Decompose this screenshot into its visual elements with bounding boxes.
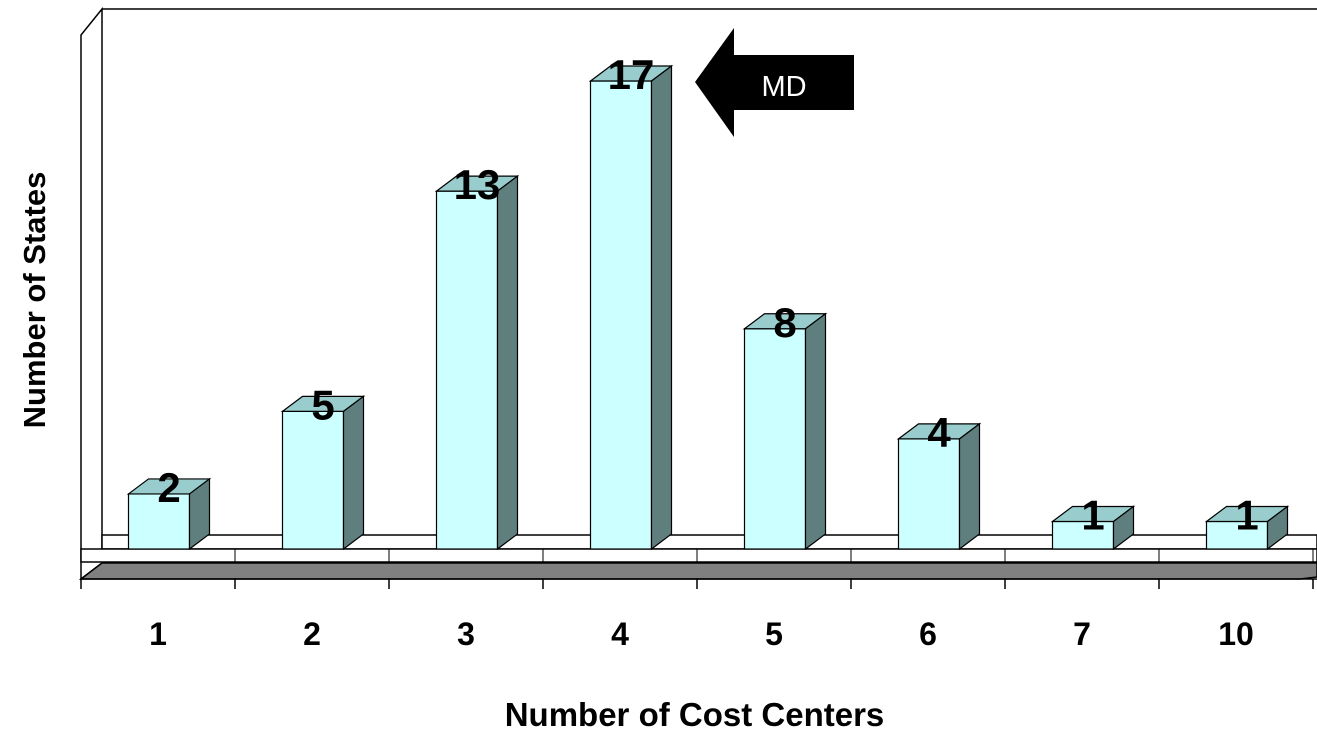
data-label: 17: [608, 51, 655, 98]
bar-side: [958, 422, 981, 551]
bar-front: [743, 328, 807, 550]
bar-1: [126, 477, 212, 551]
bar-front: [1205, 520, 1269, 550]
x-axis-label: Number of Cost Centers: [504, 696, 885, 733]
bar-side: [650, 64, 673, 551]
data-label: 1: [1235, 491, 1258, 538]
floor-base: [78, 562, 1317, 580]
category-label: 10: [1218, 616, 1254, 652]
data-label: 13: [454, 161, 501, 208]
bar-front: [589, 80, 653, 550]
bar-side: [188, 477, 211, 551]
data-label: 4: [927, 409, 951, 456]
md-arrow-annotation: MD: [695, 28, 854, 137]
bar-front: [897, 438, 961, 550]
bar-front: [435, 190, 499, 550]
category-label: 3: [457, 616, 475, 652]
category-label: 6: [919, 616, 937, 652]
y-axis-label: Number of States: [17, 171, 52, 429]
data-label: 2: [157, 464, 180, 511]
bar-2: [280, 395, 366, 551]
bar-front: [281, 410, 345, 550]
arrow-icon: [695, 28, 854, 137]
bar-7: [1050, 505, 1136, 551]
bar-3: [434, 174, 520, 551]
bar-10: [1204, 505, 1290, 551]
category-label: 4: [611, 616, 629, 652]
data-label: 1: [1081, 491, 1104, 538]
data-label: 8: [773, 299, 796, 346]
bar-side: [804, 312, 827, 551]
bar-side: [496, 174, 519, 551]
md-label: MD: [761, 71, 806, 103]
bar-5: [742, 312, 828, 551]
bar-6: [896, 422, 982, 551]
bar-side: [342, 395, 365, 551]
floor-front: [80, 548, 1317, 563]
bar-side: [1266, 505, 1289, 551]
bar-side: [1112, 505, 1135, 551]
category-label: 5: [765, 616, 783, 652]
category-label: 7: [1073, 616, 1091, 652]
side-wall: [80, 6, 103, 581]
bar-4: [588, 64, 674, 551]
category-label: 1: [149, 616, 167, 652]
category-label: 2: [303, 616, 321, 652]
data-label: 5: [311, 381, 334, 428]
